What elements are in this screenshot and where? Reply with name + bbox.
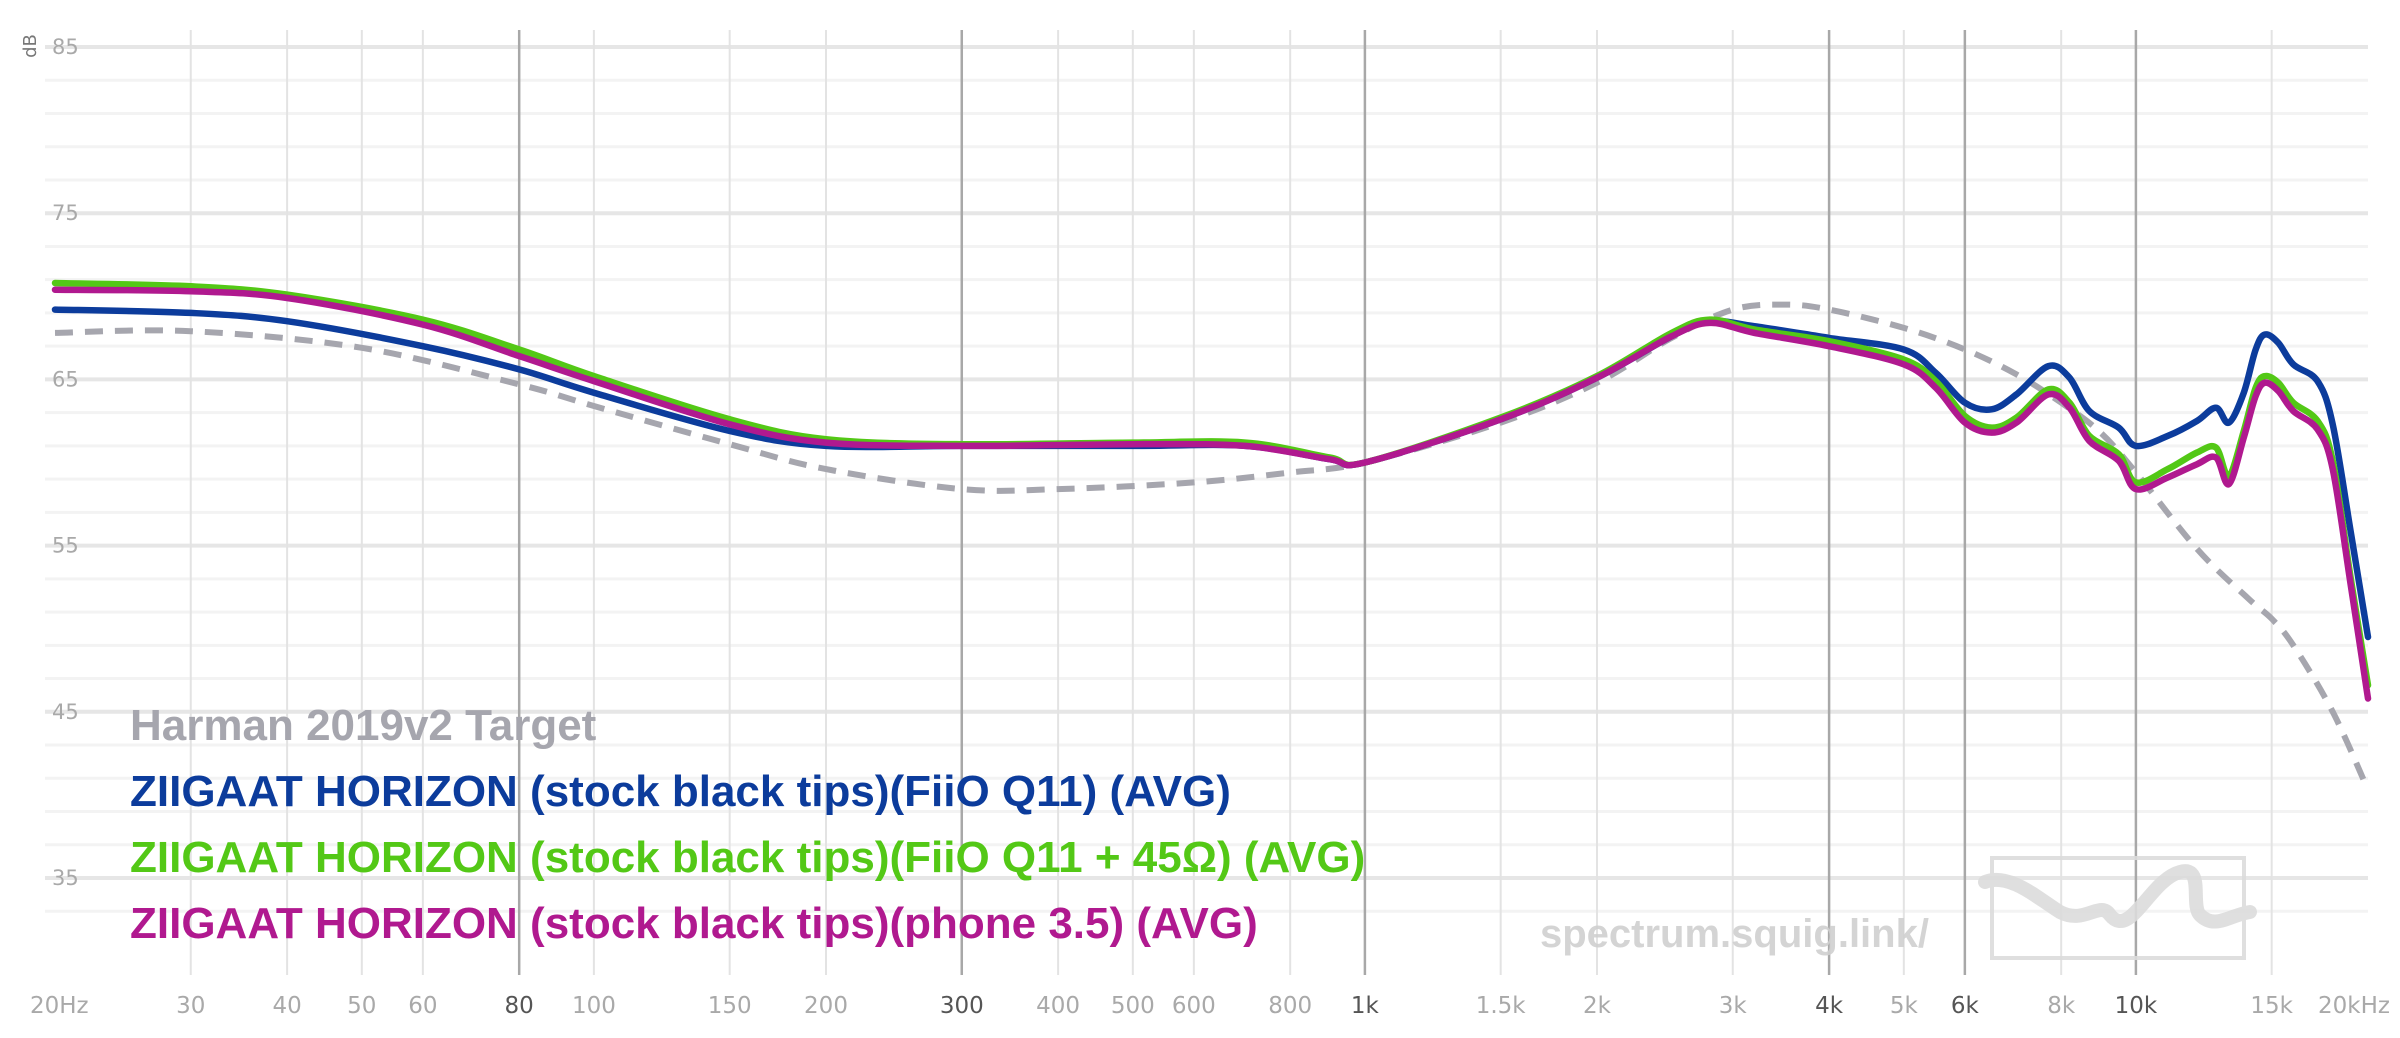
x-tick-label: 400 (1036, 993, 1080, 1019)
watermark-text: spectrum.squig.link/ (1540, 912, 1929, 956)
x-tick-label: 5k (1890, 993, 1919, 1019)
x-tick-label: 500 (1111, 993, 1155, 1019)
x-tick-label: 3k (1719, 993, 1748, 1019)
y-tick-label: 85 (52, 35, 79, 59)
x-tick-label: 4k (1815, 993, 1844, 1019)
y-tick-label: 35 (52, 866, 79, 890)
x-tick-label: 8k (2047, 993, 2076, 1019)
series-lines (51, 279, 2372, 792)
series-line-1 (51, 306, 2372, 641)
y-axis-label: dB (20, 34, 41, 58)
series-line-0 (54, 301, 2371, 792)
x-tick-label: 100 (572, 993, 616, 1019)
series-line-3 (51, 286, 2372, 702)
x-tick-label: 1.5k (1476, 993, 1527, 1019)
x-tick-label: 40 (272, 993, 301, 1019)
y-tick-label: 45 (52, 700, 79, 724)
y-axis-ticks: 85 75 65 55 45 35 (52, 35, 79, 890)
legend-entry: ZIIGAAT HORIZON (stock black tips)(phone… (130, 899, 1258, 948)
watermark-logo-frame (1990, 856, 2246, 960)
x-tick-label: 200 (804, 993, 848, 1019)
legend: Harman 2019v2 Target ZIIGAAT HORIZON (sto… (130, 701, 1365, 948)
x-tick-label: 600 (1172, 993, 1216, 1019)
x-tick-label: 2k (1583, 993, 1612, 1019)
y-tick-label: 55 (52, 534, 79, 558)
watermark: spectrum.squig.link/ (1540, 856, 2257, 960)
y-tick-label: 65 (52, 367, 79, 391)
x-tick-label: 800 (1268, 993, 1312, 1019)
legend-entry: ZIIGAAT HORIZON (stock black tips)(FiiO … (130, 833, 1365, 882)
x-axis-ticks: 20Hz 30 40 50 60 80 100 150 200 300 400 500 600 800 1k… (30, 993, 2390, 1019)
x-tick-label: 150 (708, 993, 752, 1019)
x-tick-label: 30 (176, 993, 205, 1019)
x-tick-label: 60 (408, 993, 437, 1019)
x-tick-label: 20Hz (30, 993, 89, 1019)
x-tick-label: 10k (2115, 993, 2158, 1019)
watermark-logo-squiggle (1978, 864, 2257, 929)
x-tick-label: 1k (1351, 993, 1380, 1019)
x-tick-label: 300 (940, 993, 984, 1019)
y-tick-label: 75 (52, 201, 79, 225)
legend-entry: ZIIGAAT HORIZON (stock black tips)(FiiO … (130, 767, 1231, 816)
legend-entry: Harman 2019v2 Target (130, 701, 597, 750)
x-tick-label: 15k (2250, 993, 2293, 1019)
x-tick-label: 80 (505, 993, 534, 1019)
x-tick-label: 50 (347, 993, 376, 1019)
x-tick-label: 20kHz (2318, 993, 2390, 1019)
x-tick-label: 6k (1951, 993, 1980, 1019)
